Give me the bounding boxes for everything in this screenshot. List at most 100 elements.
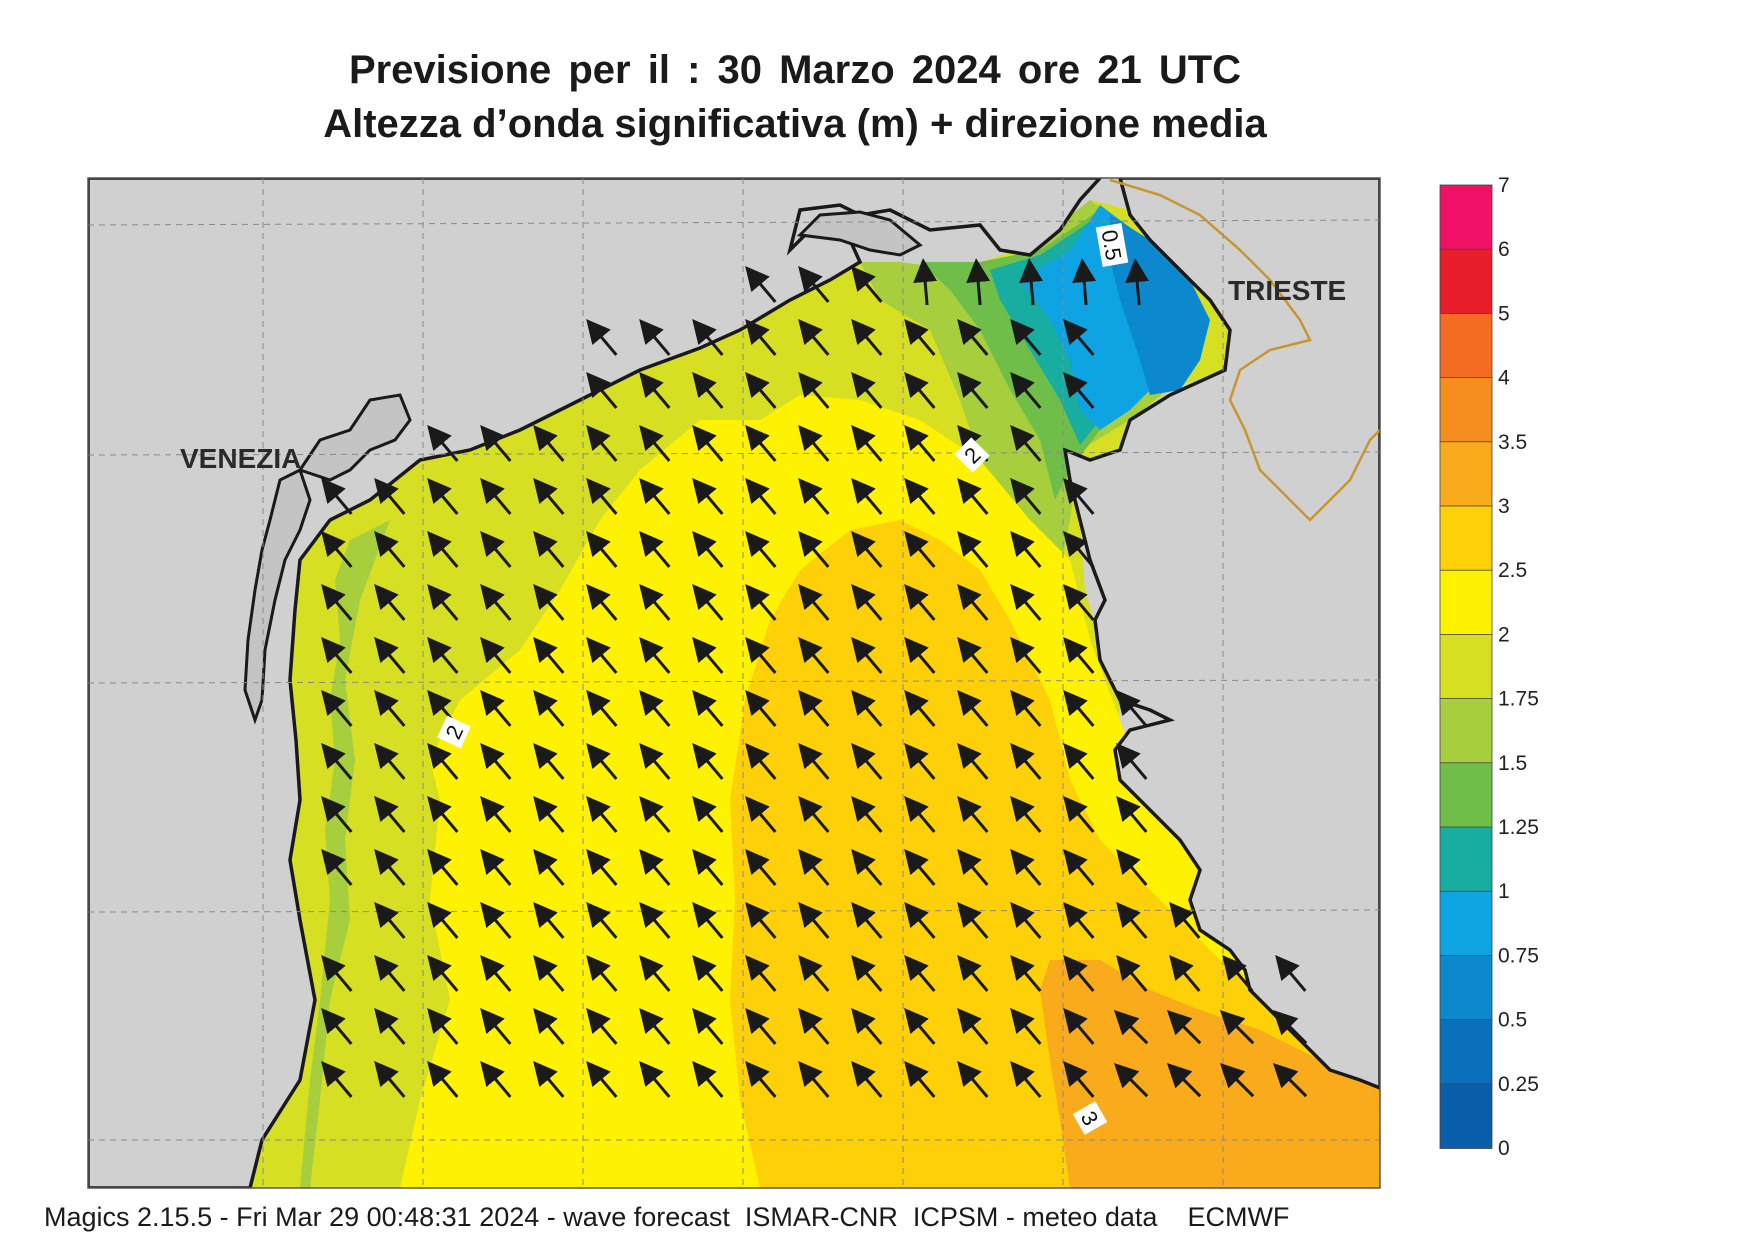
direction-arrow	[374, 954, 406, 992]
direction-arrow	[1169, 954, 1201, 992]
direction-arrow	[904, 901, 936, 939]
direction-arrow	[586, 901, 618, 939]
direction-arrow	[639, 371, 671, 409]
direction-arrow	[639, 477, 671, 515]
direction-arrow	[1010, 477, 1042, 515]
direction-arrow	[1063, 371, 1095, 409]
direction-arrow	[904, 530, 936, 568]
direction-arrow	[798, 318, 830, 356]
direction-arrow	[374, 1060, 406, 1098]
direction-arrow	[851, 954, 883, 992]
direction-arrow	[374, 901, 406, 939]
colorbar-label: 3	[1498, 495, 1510, 518]
direction-arrow	[321, 1007, 353, 1045]
direction-arrow	[1010, 1060, 1042, 1098]
direction-arrow	[1272, 1009, 1308, 1045]
direction-arrow	[692, 583, 724, 621]
direction-arrow	[586, 477, 618, 515]
direction-arrow	[851, 583, 883, 621]
direction-arrow	[427, 954, 459, 992]
direction-arrow	[745, 1060, 777, 1098]
direction-arrow	[639, 318, 671, 356]
direction-arrow	[427, 1060, 459, 1098]
direction-arrow	[1063, 318, 1095, 356]
direction-arrow	[321, 795, 353, 833]
direction-arrow	[639, 795, 671, 833]
direction-arrow	[904, 318, 936, 356]
direction-arrow	[586, 795, 618, 833]
direction-arrow	[851, 1060, 883, 1098]
direction-arrow	[586, 318, 618, 356]
direction-arrow	[427, 848, 459, 886]
direction-arrow	[798, 583, 830, 621]
direction-arrow	[904, 1007, 936, 1045]
direction-arrow	[851, 424, 883, 462]
direction-arrow	[904, 424, 936, 462]
direction-arrow	[692, 318, 724, 356]
direction-arrow	[533, 530, 565, 568]
direction-arrow	[321, 742, 353, 780]
direction-arrow	[1063, 583, 1095, 621]
direction-arrow	[480, 901, 512, 939]
direction-arrow	[1219, 1062, 1255, 1098]
direction-arrow	[639, 530, 671, 568]
direction-arrow	[957, 689, 989, 727]
colorbar-swatch	[1439, 184, 1493, 251]
direction-arrow	[692, 1007, 724, 1045]
direction-arrow	[957, 795, 989, 833]
direction-arrow	[851, 265, 883, 303]
direction-arrow	[692, 795, 724, 833]
direction-arrow	[374, 530, 406, 568]
direction-arrow	[1222, 954, 1254, 992]
direction-arrow	[1116, 689, 1148, 727]
colorbar-swatch	[1439, 248, 1493, 315]
direction-arrow	[745, 265, 777, 303]
direction-arrow	[533, 901, 565, 939]
direction-arrow	[1219, 1009, 1255, 1045]
direction-arrow	[480, 954, 512, 992]
direction-arrow	[745, 954, 777, 992]
direction-arrow	[798, 848, 830, 886]
direction-arrow	[533, 742, 565, 780]
direction-arrow	[798, 689, 830, 727]
direction-arrow	[533, 795, 565, 833]
direction-arrow	[904, 477, 936, 515]
direction-arrow	[480, 742, 512, 780]
direction-arrow	[427, 636, 459, 674]
direction-arrow	[957, 954, 989, 992]
direction-arrow	[639, 1007, 671, 1045]
direction-arrow	[427, 901, 459, 939]
direction-arrow	[1010, 901, 1042, 939]
direction-arrow	[745, 477, 777, 515]
direction-arrow	[321, 954, 353, 992]
direction-arrow	[798, 1060, 830, 1098]
colorbar-label: 1.5	[1498, 752, 1527, 775]
direction-arrow	[692, 530, 724, 568]
colorbar-label: 2.5	[1498, 559, 1527, 582]
direction-arrow	[851, 1007, 883, 1045]
direction-arrow	[586, 954, 618, 992]
direction-arrow	[427, 530, 459, 568]
direction-arrow	[639, 689, 671, 727]
direction-arrow	[745, 1007, 777, 1045]
colorbar-swatch	[1439, 955, 1493, 1021]
colorbar-label: 4	[1498, 367, 1510, 390]
direction-arrow	[586, 1007, 618, 1045]
direction-arrow	[639, 742, 671, 780]
direction-arrow	[374, 477, 406, 515]
direction-arrow	[639, 848, 671, 886]
direction-arrow	[1166, 1062, 1202, 1098]
direction-arrow	[639, 901, 671, 939]
direction-arrow	[427, 1007, 459, 1045]
direction-arrow	[957, 318, 989, 356]
direction-arrow	[1063, 530, 1095, 568]
direction-arrow	[533, 954, 565, 992]
direction-arrow	[957, 1060, 989, 1098]
direction-arrow	[321, 689, 353, 727]
border-line	[1109, 178, 1380, 522]
colorbar-swatch	[1439, 569, 1493, 636]
colorbar-label: 0.5	[1498, 1009, 1527, 1032]
direction-arrow	[1019, 258, 1044, 306]
direction-arrow	[1010, 424, 1042, 462]
direction-arrow	[913, 258, 938, 306]
